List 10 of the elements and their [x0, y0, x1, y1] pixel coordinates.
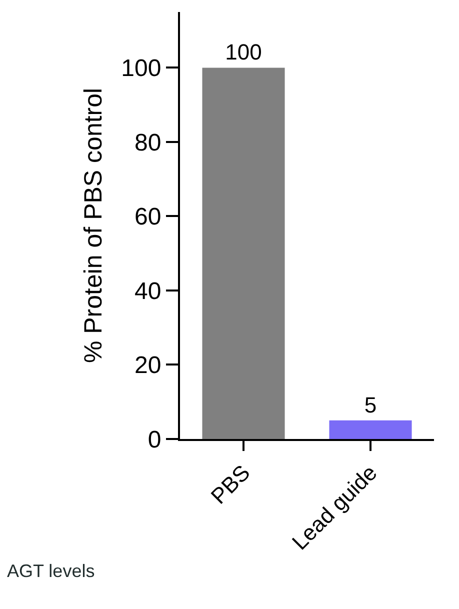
- y-tick-label: 100: [121, 55, 162, 82]
- y-tick-label: 0: [148, 426, 162, 454]
- y-tick-label: 20: [134, 352, 162, 380]
- y-axis-title: % Protein of PBS control: [79, 88, 108, 364]
- y-tick-label: 80: [134, 129, 162, 156]
- y-tick-label: 40: [134, 278, 162, 305]
- y-tick-label: 60: [134, 204, 162, 231]
- data-label: 5: [364, 392, 377, 418]
- text: AGT levels: [7, 561, 95, 581]
- data-label: 100: [225, 40, 262, 65]
